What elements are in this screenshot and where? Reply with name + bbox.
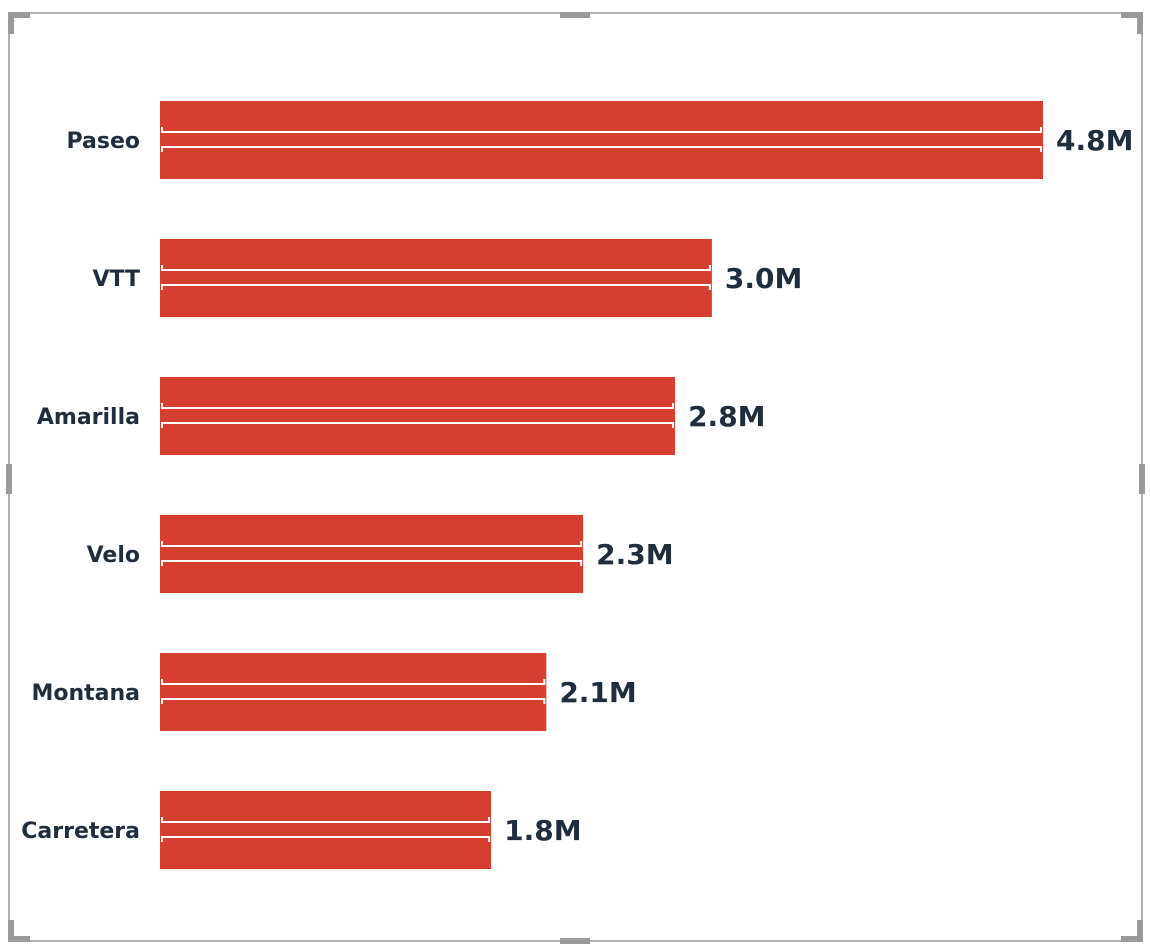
- bar-error-bracket: [161, 403, 675, 428]
- resize-handle-top-left[interactable]: [8, 12, 30, 18]
- resize-handle-top[interactable]: [560, 12, 590, 18]
- resize-handle-right[interactable]: [1139, 464, 1145, 494]
- category-label: Amarilla: [37, 405, 140, 430]
- data-label: 2.3M: [596, 538, 673, 571]
- data-label: 2.1M: [559, 676, 636, 709]
- bar[interactable]: [160, 377, 676, 455]
- resize-handle-bottom-left[interactable]: [8, 936, 30, 942]
- bar[interactable]: [160, 239, 712, 317]
- bar[interactable]: [160, 791, 492, 869]
- bar-error-bracket: [161, 127, 1042, 152]
- resize-handle-bottom-left-v[interactable]: [8, 920, 14, 942]
- resize-handle-top-right-v[interactable]: [1137, 12, 1143, 34]
- resize-handle-top-right[interactable]: [1121, 12, 1143, 18]
- category-label: Paseo: [66, 129, 140, 154]
- data-label: 3.0M: [725, 262, 802, 295]
- data-label: 2.8M: [688, 400, 765, 433]
- bar-error-bracket: [161, 541, 583, 566]
- bar[interactable]: [160, 515, 584, 593]
- bar-error-bracket: [161, 679, 546, 704]
- category-label: Montana: [31, 681, 140, 706]
- bar[interactable]: [160, 101, 1043, 179]
- category-label: VTT: [92, 267, 140, 292]
- bar[interactable]: [160, 653, 547, 731]
- resize-handle-bottom-right[interactable]: [1121, 936, 1143, 942]
- bar-error-bracket: [161, 817, 491, 842]
- bar-error-bracket: [161, 265, 711, 290]
- category-label: Carretera: [21, 819, 140, 844]
- resize-handle-bottom-right-v[interactable]: [1137, 920, 1143, 942]
- resize-handle-bottom[interactable]: [560, 938, 590, 944]
- category-label: Velo: [87, 543, 140, 568]
- data-label: 1.8M: [504, 814, 581, 847]
- data-label: 4.8M: [1056, 124, 1133, 157]
- resize-handle-top-left-v[interactable]: [8, 12, 14, 34]
- resize-handle-left[interactable]: [6, 464, 12, 494]
